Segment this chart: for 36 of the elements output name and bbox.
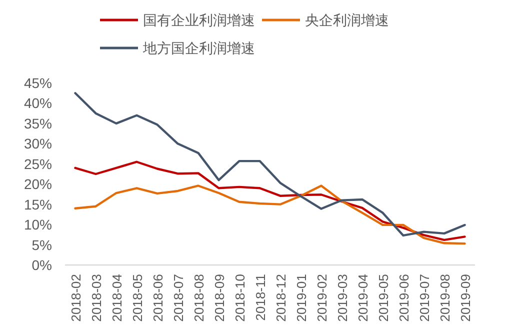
line-series: [74, 92, 466, 237]
y-tick-label: 10%: [24, 216, 52, 233]
y-tick-label: 0%: [32, 257, 52, 273]
y-tick-label: 15%: [24, 196, 52, 212]
x-tick-label: 2018-08: [191, 274, 206, 322]
y-tick-label: 35%: [24, 115, 52, 132]
x-tick-label: 2018-04: [109, 274, 124, 322]
y-tick-label: 20%: [24, 176, 52, 192]
x-tick-label: 2018-09: [212, 274, 227, 322]
y-tick-label: 30%: [24, 136, 52, 152]
line-series: [74, 160, 466, 242]
x-tick-label: 2019-09: [458, 274, 473, 322]
legend-label: 央企利润增速: [305, 12, 389, 28]
x-tick-label: 2019-03: [334, 274, 350, 322]
y-tick-label: 5%: [32, 236, 52, 253]
x-tick-label: 2018-05: [130, 274, 145, 322]
legend-label: 地方国企利润增速: [142, 40, 255, 56]
x-tick-label: 2018-11: [252, 274, 268, 321]
y-tick-label: 40%: [24, 95, 52, 112]
x-tick-label: 2019-08: [437, 274, 452, 322]
legend-label: 国有企业利润增速: [143, 12, 255, 28]
x-tick-label: 2019-01: [294, 274, 309, 322]
x-tick-label: 2019-05: [376, 274, 391, 322]
x-tick-label: 2018-03: [88, 274, 104, 322]
line-series: [74, 184, 466, 245]
x-tick-label: 2019-07: [416, 274, 432, 322]
x-tick-label: 2019-06: [396, 274, 412, 322]
x-tick-label: 2019-04: [355, 274, 370, 322]
y-tick-label: 25%: [24, 156, 52, 172]
y-tick-label: 45%: [24, 75, 52, 91]
x-tick-label: 2019-02: [314, 274, 330, 322]
x-tick-label: 2018-10: [232, 274, 248, 322]
x-tick-label: 2018-06: [150, 274, 166, 322]
x-tick-label: 2018-02: [68, 274, 84, 322]
x-tick-label: 2018-07: [170, 274, 186, 322]
x-tick-label: 2018-12: [273, 274, 288, 322]
